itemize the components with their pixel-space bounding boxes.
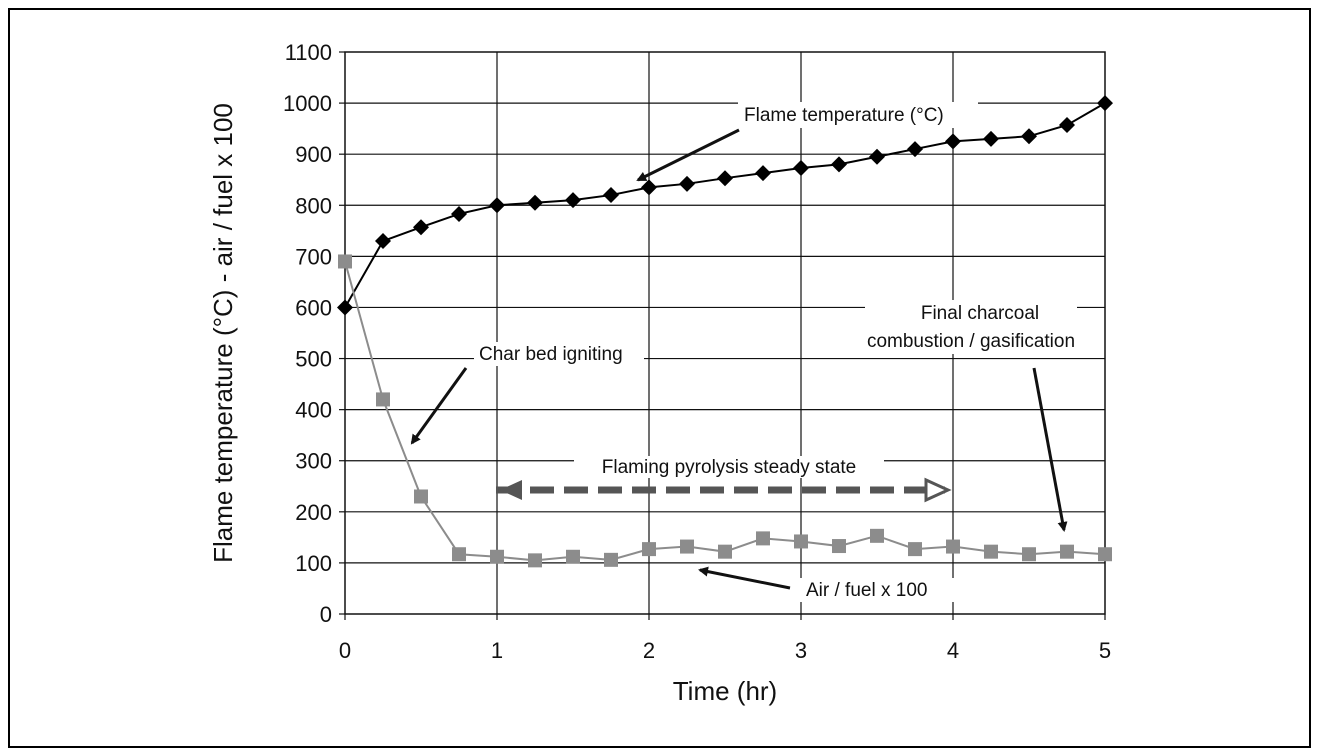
steady-state-arrow-head-right xyxy=(924,477,952,503)
data-point xyxy=(756,531,770,546)
series-layer xyxy=(337,95,1113,568)
series-0 xyxy=(337,95,1113,316)
data-point xyxy=(641,179,657,196)
data-point xyxy=(603,187,619,204)
data-point xyxy=(680,539,694,554)
data-point xyxy=(831,156,847,173)
data-point xyxy=(1060,544,1074,559)
data-point xyxy=(565,192,581,209)
data-point xyxy=(832,539,846,554)
y-tick-label: 0 xyxy=(320,602,332,627)
airfuel-arrow xyxy=(698,566,791,590)
data-point xyxy=(376,392,390,407)
data-point xyxy=(718,544,732,559)
steady-state-label-bg xyxy=(574,456,884,478)
data-point xyxy=(452,547,466,562)
data-point xyxy=(451,205,467,222)
data-point xyxy=(1021,128,1037,145)
x-tick-label: 3 xyxy=(795,638,807,663)
annotation-char-bed-igniting: Char bed igniting xyxy=(479,344,623,365)
data-point xyxy=(1098,547,1112,562)
data-point xyxy=(489,197,505,214)
y-tick-label: 400 xyxy=(295,398,332,423)
data-point xyxy=(717,170,733,187)
annotation-final-charcoal: Final charcoal xyxy=(921,303,1039,324)
y-tick-label: 500 xyxy=(295,347,332,372)
data-point xyxy=(1022,547,1036,562)
data-point xyxy=(413,219,429,236)
annotations: Flaming pyrolysis steady state Flame tem… xyxy=(410,102,1077,602)
plot-area-border xyxy=(344,51,1106,615)
annotation-air-fuel: Air / fuel x 100 xyxy=(806,580,927,601)
annotation-flame-temperature: Flame temperature (°C) xyxy=(744,105,944,126)
x-tick-label: 5 xyxy=(1099,638,1111,663)
y-tick-label: 200 xyxy=(295,500,332,525)
series-1 xyxy=(338,254,1112,568)
char-arrow xyxy=(410,367,468,445)
data-point xyxy=(946,539,960,554)
data-point xyxy=(1059,117,1075,134)
x-axis-title: Time (hr) xyxy=(673,676,777,706)
data-point xyxy=(604,552,618,567)
data-point xyxy=(679,175,695,192)
data-point xyxy=(338,254,352,269)
flame-label-bg xyxy=(738,102,978,128)
data-point xyxy=(908,542,922,557)
y-tick-label: 700 xyxy=(295,244,332,269)
gridlines xyxy=(345,52,1105,614)
data-point xyxy=(984,544,998,559)
data-point xyxy=(375,233,391,250)
y-tick-label: 1000 xyxy=(283,91,332,116)
data-point xyxy=(414,489,428,504)
data-point xyxy=(794,534,808,549)
data-point xyxy=(490,549,504,564)
data-point xyxy=(983,130,999,147)
flame-arrow xyxy=(636,128,740,182)
x-tick-label: 1 xyxy=(491,638,503,663)
data-point xyxy=(870,528,884,543)
y-tick-label: 100 xyxy=(295,551,332,576)
data-point xyxy=(528,553,542,568)
y-tick-label: 1100 xyxy=(285,40,332,65)
y-tick-label: 600 xyxy=(295,295,332,320)
x-tick-label: 0 xyxy=(339,638,351,663)
x-axis-ticks: 0 1 2 3 4 5 xyxy=(339,614,1111,663)
y-tick-label: 900 xyxy=(295,142,332,167)
annotation-combustion-gasification: combustion / gasification xyxy=(867,331,1075,352)
y-axis-title: Flame temperature (°C) - air / fuel x 10… xyxy=(208,103,238,563)
data-point xyxy=(945,133,961,150)
data-point xyxy=(1097,95,1113,112)
char-label-bg xyxy=(474,342,644,366)
x-tick-label: 2 xyxy=(643,638,655,663)
data-point xyxy=(642,542,656,557)
x-tick-label: 4 xyxy=(947,638,959,663)
y-axis-ticks: 0 100 200 300 400 500 600 700 800 900 1000 1100 xyxy=(283,40,345,627)
annotation-steady-state: Flaming pyrolysis steady state xyxy=(602,457,857,478)
y-tick-label: 300 xyxy=(295,449,332,474)
data-point xyxy=(527,194,543,211)
y-tick-label: 800 xyxy=(295,193,332,218)
data-point xyxy=(793,159,809,176)
steady-state-arrow-head-left xyxy=(500,480,522,500)
data-point xyxy=(337,299,353,316)
data-point xyxy=(907,141,923,158)
airfuel-label-bg xyxy=(800,578,960,602)
data-point xyxy=(869,148,885,165)
final-arrow xyxy=(1032,367,1068,532)
final-label-bg xyxy=(865,300,1077,354)
data-point xyxy=(566,549,580,564)
data-point xyxy=(755,165,771,182)
